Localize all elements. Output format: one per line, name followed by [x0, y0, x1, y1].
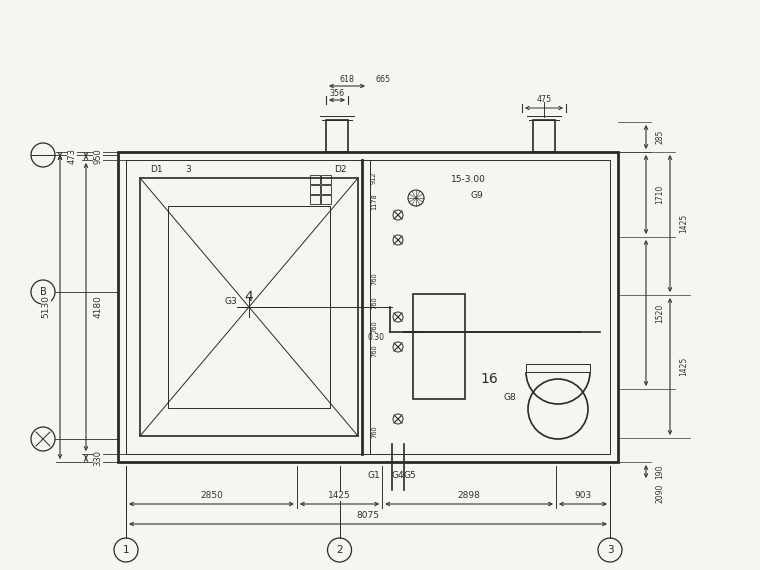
Text: 1: 1 [122, 545, 129, 555]
Text: 950: 950 [93, 148, 103, 164]
Text: B: B [40, 287, 46, 297]
Bar [326, 120, 348, 152]
Bar [140, 178, 358, 436]
Text: 1425: 1425 [679, 356, 689, 376]
Bar [310, 195, 320, 204]
Text: 330: 330 [93, 450, 103, 466]
Text: G9: G9 [470, 190, 483, 200]
Text: G5: G5 [404, 471, 416, 481]
Text: 15-3.00: 15-3.00 [451, 176, 486, 185]
Text: G3: G3 [224, 298, 237, 307]
Text: 8075: 8075 [356, 511, 379, 520]
Text: 2090: 2090 [655, 483, 664, 503]
Text: 3: 3 [185, 165, 191, 174]
Text: 760: 760 [371, 272, 377, 286]
Text: 1178: 1178 [371, 194, 377, 210]
Bar [321, 185, 331, 194]
Bar [126, 160, 610, 454]
Text: D1: D1 [150, 165, 163, 174]
Bar [321, 195, 331, 204]
Text: 2: 2 [336, 545, 343, 555]
Bar [533, 120, 555, 152]
Bar [310, 175, 320, 184]
Text: 903: 903 [575, 491, 591, 500]
Text: 356: 356 [329, 88, 344, 97]
Bar [310, 185, 320, 194]
Text: 2850: 2850 [200, 491, 223, 500]
Bar [321, 175, 331, 184]
Text: 285: 285 [655, 130, 664, 144]
Text: 475: 475 [537, 96, 552, 104]
Text: 618: 618 [340, 75, 354, 83]
Text: 760: 760 [371, 320, 377, 333]
Text: 4180: 4180 [93, 296, 103, 319]
Text: 1520: 1520 [655, 303, 664, 323]
Text: G1: G1 [368, 471, 380, 481]
Text: 5130: 5130 [42, 295, 50, 319]
Text: 665: 665 [376, 75, 391, 83]
Text: G8: G8 [504, 393, 516, 401]
Bar [118, 152, 618, 462]
Text: D2: D2 [334, 165, 347, 174]
Bar [413, 294, 465, 399]
Text: 4: 4 [245, 290, 253, 304]
Text: 473: 473 [68, 148, 77, 164]
Text: 190: 190 [655, 465, 664, 479]
Text: 1425: 1425 [328, 491, 351, 500]
Text: 3: 3 [606, 545, 613, 555]
Bar [168, 206, 330, 408]
Bar [526, 364, 590, 372]
Text: 760: 760 [371, 426, 377, 438]
Text: 2898: 2898 [458, 491, 480, 500]
Text: G4: G4 [391, 471, 404, 481]
Text: 1425: 1425 [679, 213, 689, 233]
Text: 760: 760 [371, 296, 377, 310]
Text: 0.30: 0.30 [368, 332, 385, 341]
Text: 760: 760 [371, 345, 377, 357]
Text: 1710: 1710 [655, 184, 664, 203]
Text: 912: 912 [371, 172, 377, 184]
Text: 16: 16 [480, 372, 498, 386]
